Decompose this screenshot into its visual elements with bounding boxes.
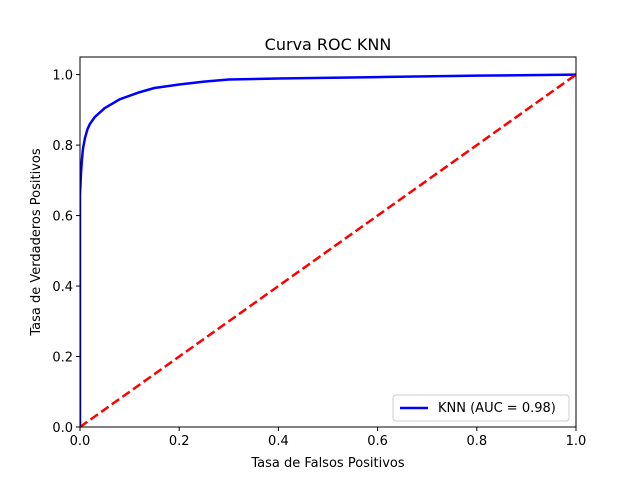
legend: KNN (AUC = 0.98) <box>392 394 570 422</box>
y-tick-label: 0.6 <box>52 210 73 225</box>
x-tick-label: 0.6 <box>367 434 388 449</box>
y-tick-label: 0.2 <box>52 351 73 366</box>
plot-frame <box>79 56 577 428</box>
chance-line <box>80 73 576 427</box>
x-tick-label: 0.2 <box>169 434 190 449</box>
series-layer <box>80 73 576 427</box>
y-axis-ticks: 0.0 0.2 0.4 0.6 0.8 1.0 <box>52 69 80 436</box>
y-tick-label: 0.4 <box>52 280 73 295</box>
legend-label-knn: KNN (AUC = 0.98) <box>438 401 556 416</box>
chart-title: Curva ROC KNN <box>265 35 392 54</box>
x-axis-label: Tasa de Falsos Positivos <box>250 456 405 471</box>
x-axis-ticks: 0.0 0.2 0.4 0.6 0.8 1.0 <box>70 427 587 449</box>
plot-area <box>79 56 577 428</box>
legend-box <box>392 394 570 422</box>
y-tick-label: 0.8 <box>52 139 73 154</box>
x-tick-label: 0.0 <box>70 434 91 449</box>
x-tick-label: 0.4 <box>268 434 289 449</box>
roc-curve-knn <box>80 73 576 427</box>
y-tick-label: 1.0 <box>52 69 73 84</box>
x-tick-label: 0.8 <box>466 434 487 449</box>
y-axis-label: Tasa de Verdaderos Positivos <box>29 148 44 336</box>
y-tick-label: 0.0 <box>52 421 73 436</box>
x-tick-label: 1.0 <box>566 434 587 449</box>
